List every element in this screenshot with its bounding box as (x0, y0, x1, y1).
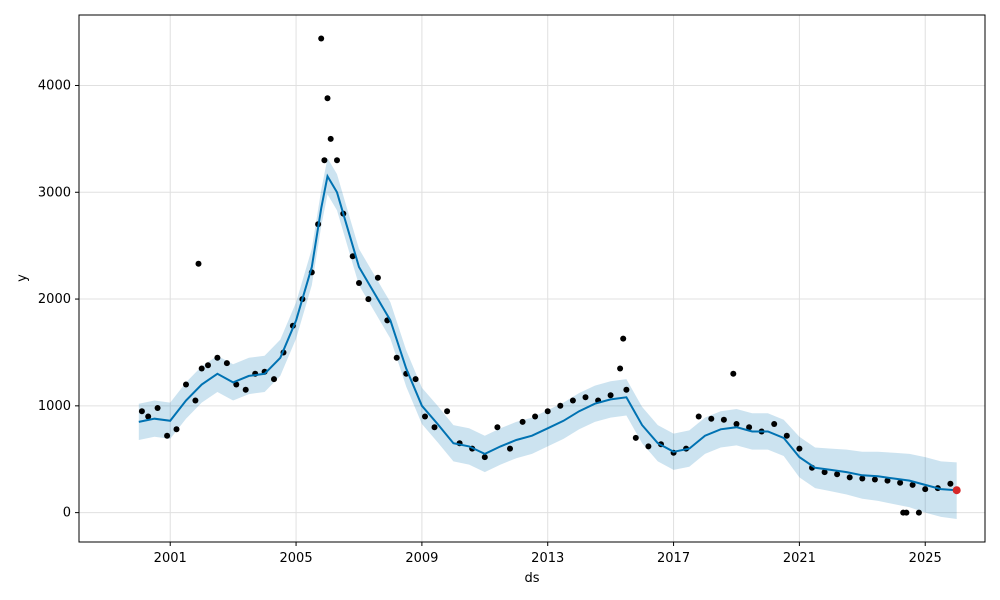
y-tick-label: 2000 (38, 292, 71, 307)
observation-point (242, 386, 249, 393)
forecast-line (138, 173, 961, 495)
observation-point (834, 471, 841, 478)
observation-point (183, 381, 189, 388)
observation-point (154, 405, 161, 411)
observation-point (617, 365, 624, 372)
observation-point (318, 35, 325, 42)
observation-point (412, 376, 419, 383)
observation-point (205, 362, 211, 369)
observation-point (145, 413, 152, 420)
observed-points (138, 35, 954, 516)
observation-point (233, 381, 240, 388)
observation-point (708, 415, 715, 422)
plot-frame (78, 14, 986, 543)
observation-point (897, 479, 904, 486)
x-tick-label: 2017 (657, 551, 690, 566)
y-tick-label: 3000 (38, 185, 71, 200)
observation-point (349, 253, 356, 260)
y-axis-label: y (15, 274, 30, 282)
y-tick-label: 4000 (38, 78, 71, 93)
observation-point (271, 376, 277, 383)
observation-point (444, 408, 451, 415)
observation-point (771, 421, 778, 427)
observation-point (922, 486, 929, 493)
observation-point (871, 476, 878, 483)
observation-point (632, 434, 639, 441)
forecast-line-path (138, 173, 957, 492)
y-axis-ticks: 0 1000 2000 3000 4000 (38, 78, 79, 521)
observation-point (645, 443, 652, 450)
observation-point (746, 424, 753, 431)
observation-point (730, 370, 737, 377)
observation-point (422, 413, 428, 420)
observation-point (903, 509, 910, 516)
uncertainty-band-area (138, 158, 957, 519)
observation-point (733, 421, 740, 427)
observation-point (915, 509, 922, 516)
observation-point (327, 135, 334, 142)
observation-point (846, 474, 853, 481)
x-tick-label: 2009 (405, 551, 438, 566)
observation-point (431, 424, 438, 431)
observation-point (884, 477, 891, 484)
observation-point (623, 386, 630, 393)
observation-point (695, 413, 702, 420)
observation-point (569, 397, 576, 404)
observation-point (374, 274, 381, 281)
observation-point (192, 397, 199, 404)
observation-point (783, 432, 790, 439)
observation-point (494, 424, 501, 431)
observation-point (796, 445, 803, 452)
observation-point (582, 394, 589, 401)
x-tick-label: 2021 (783, 551, 816, 566)
observation-point (620, 335, 627, 342)
observation-point (607, 392, 614, 399)
observation-point (321, 157, 328, 164)
grid (79, 15, 985, 542)
observation-point (859, 475, 866, 482)
observation-point (909, 481, 916, 488)
plot-background (79, 15, 985, 542)
observation-point (821, 469, 828, 476)
observation-point (365, 296, 372, 303)
uncertainty-band (138, 158, 957, 519)
observation-point (198, 365, 205, 372)
observation-point (195, 260, 202, 267)
observation-point (173, 426, 180, 433)
observation-point (947, 480, 954, 487)
observation-point (223, 360, 230, 367)
observation-point (519, 418, 526, 425)
observation-point (481, 454, 488, 461)
y-tick-label: 1000 (38, 399, 71, 414)
observation-point (164, 432, 171, 439)
y-tick-label: 0 (63, 506, 71, 521)
last-value-marker (952, 486, 961, 495)
observation-point (356, 280, 362, 286)
x-tick-label: 2005 (280, 551, 313, 566)
observation-point (393, 354, 400, 361)
observation-point (334, 157, 340, 164)
observation-point (557, 402, 564, 409)
observation-point (507, 445, 513, 452)
x-tick-label: 2025 (909, 551, 942, 566)
x-axis-ticks: 2001 2005 2009 2013 2017 2021 2025 (154, 542, 942, 566)
observation-point (544, 408, 551, 415)
observation-point (532, 413, 539, 420)
observation-point (720, 416, 727, 423)
observation-point (324, 95, 331, 102)
x-tick-label: 2013 (531, 551, 564, 566)
observation-point (138, 408, 145, 415)
observation-point (214, 354, 221, 361)
x-axis-label: ds (524, 571, 539, 586)
x-tick-label: 2001 (154, 551, 187, 566)
